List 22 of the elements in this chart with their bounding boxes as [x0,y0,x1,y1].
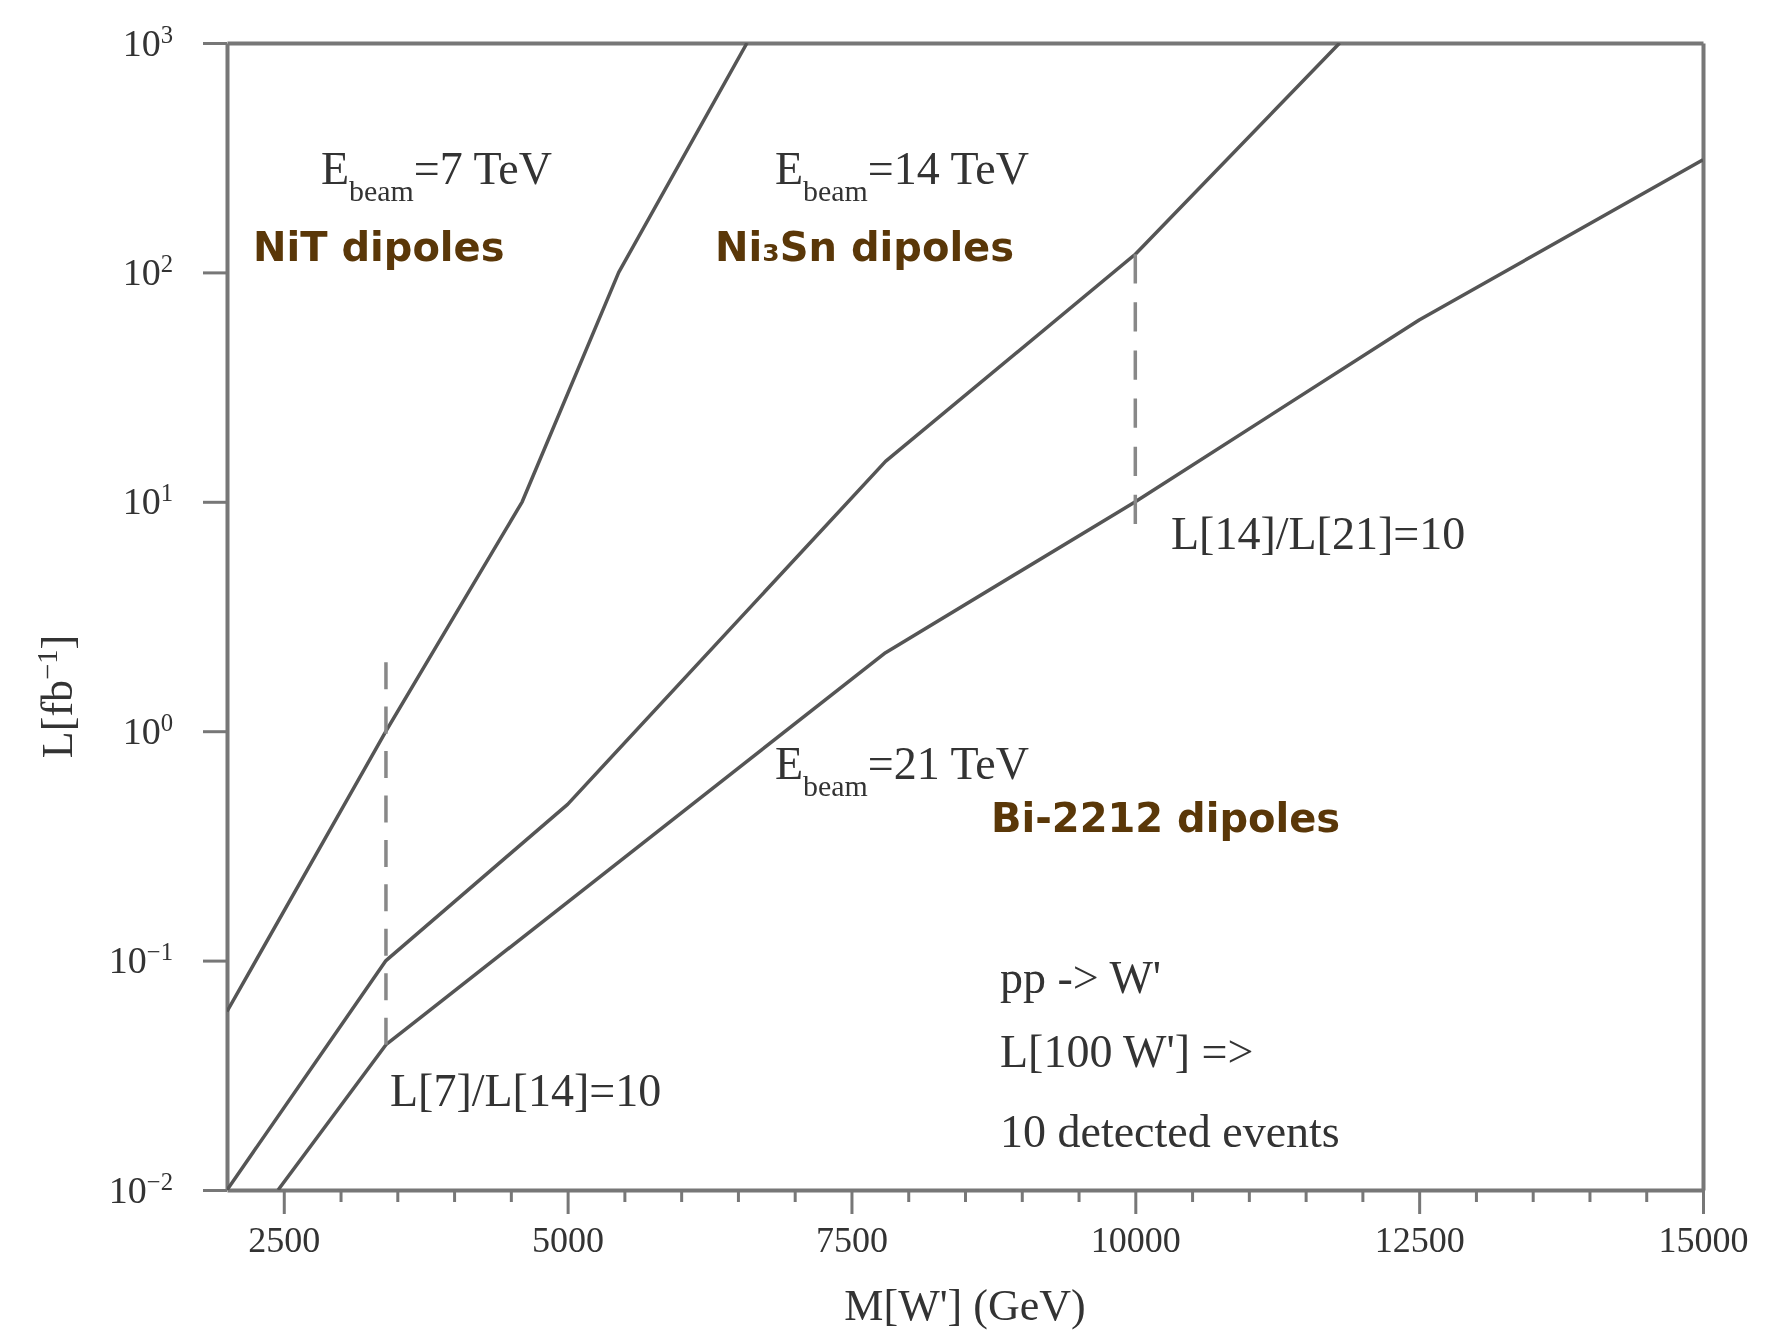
annotation: Ni₃Sn dipoles [715,224,1015,270]
annotation: E$_{beam}$=14 TeV [775,143,1029,207]
x-axis-title: M[W'] (GeV) [844,1281,1086,1330]
y-tick-label: 10$^{0}$ [122,708,173,752]
y-tick-label: 10$^{3}$ [122,20,173,64]
y-tick-label: 10$^{−1}$ [108,937,173,982]
annotation: 10 detected events [1000,1106,1340,1157]
x-tick-label: 5000 [532,1219,605,1260]
annotation: pp -> W' [1000,952,1162,1003]
annotation: L[100 W'] => [1000,1026,1254,1077]
x-tick-label: 10000 [1090,1219,1181,1260]
x-tick-label: 2500 [248,1219,321,1260]
y-tick-label: 10$^{2}$ [122,249,173,294]
annotation: L[7]/L[14]=10 [390,1065,662,1116]
y-tick-label: 10$^{−2}$ [108,1167,173,1211]
x-tick-label: 15000 [1658,1219,1749,1260]
x-tick-label: 7500 [815,1219,888,1260]
x-tick-label: 12500 [1374,1219,1465,1260]
annotation: E$_{beam}$=7 TeV [321,143,552,207]
y-tick-label: 10$^{1}$ [122,478,173,523]
annotation: L[14]/L[21]=10 [1171,508,1466,559]
annotation: NiT dipoles [253,224,505,270]
